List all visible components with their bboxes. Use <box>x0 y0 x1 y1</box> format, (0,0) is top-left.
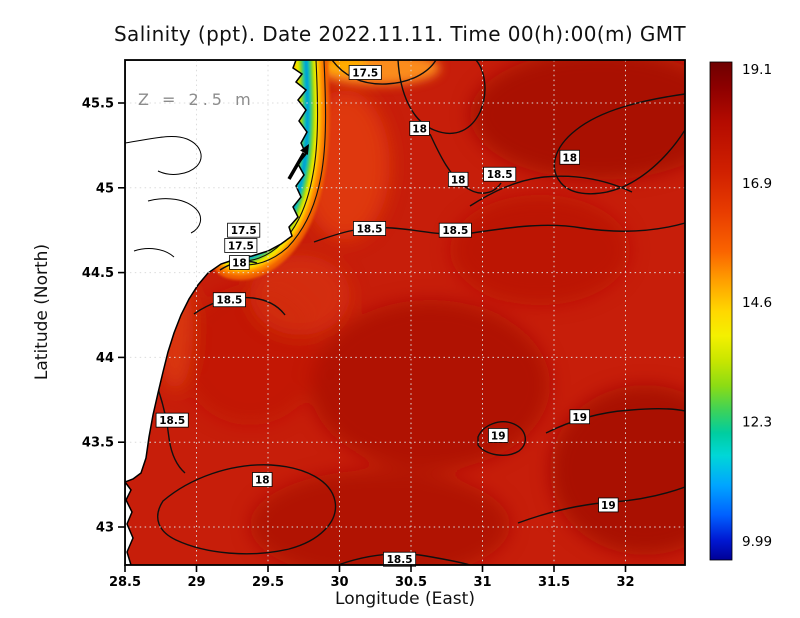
colorbar: 19.1 16.9 14.6 12.3 9.99 <box>709 61 772 561</box>
x-tick-label: 28.5 <box>109 575 141 590</box>
contour-label: 18 <box>451 174 466 186</box>
y-tick-label: 43.5 <box>82 436 114 451</box>
colorbar-tick-label: 16.9 <box>742 176 772 192</box>
contour-label: 18 <box>255 475 270 487</box>
contour-label-box <box>559 149 580 165</box>
contour-label-box <box>155 412 189 428</box>
contour-line <box>553 93 685 195</box>
contour-line <box>397 60 486 135</box>
contour-line <box>156 385 186 474</box>
contour-label: 19 <box>601 500 616 512</box>
colorbar-tick-label: 14.6 <box>742 295 772 311</box>
y-tick-label: 44.5 <box>82 266 114 281</box>
x-axis-label: Longitude (East) <box>335 589 475 609</box>
y-tick-label: 45.5 <box>82 97 114 112</box>
contour-label-box <box>348 65 382 80</box>
contour-label-box <box>569 409 590 425</box>
y-axis-label: Latitude (North) <box>32 243 52 381</box>
contour-label-box <box>383 551 417 567</box>
contour-label-box <box>598 497 619 513</box>
x-tick-label: 32 <box>616 575 634 590</box>
contour-label-box <box>409 121 430 136</box>
grid-lines <box>125 60 685 565</box>
contour-label-box <box>447 171 469 187</box>
contour-label: 18 <box>562 152 577 164</box>
contour-line <box>237 60 327 266</box>
contour-label: 18.5 <box>357 224 383 236</box>
contour-label: 17.5 <box>228 240 254 252</box>
contour-lines <box>156 60 685 565</box>
contour-line <box>545 407 685 434</box>
contour-line <box>331 60 437 85</box>
x-tick-label: 29 <box>187 575 205 590</box>
contour-label: 17.5 <box>231 225 257 237</box>
salinity-field <box>125 60 685 565</box>
x-tick-label: 29.5 <box>252 575 284 590</box>
contour-label-box <box>212 292 246 308</box>
contour-label: 18.5 <box>159 415 185 427</box>
contour-label: 17.5 <box>352 67 378 79</box>
colorbar-labels: 19.1 16.9 14.6 12.3 9.99 <box>742 62 772 550</box>
depth-annotation: Z = 2.5 m <box>138 90 255 109</box>
colorbar-tick-label: 9.99 <box>742 534 772 550</box>
x-tick-label: 31 <box>473 575 491 590</box>
arrow-marker <box>287 144 309 180</box>
lagoon-outlines <box>125 135 202 258</box>
axes-box <box>124 59 686 566</box>
contour-line <box>235 60 319 262</box>
contour-label-box <box>353 221 387 236</box>
contour-label-box <box>252 472 273 487</box>
x-tick-label: 30.5 <box>395 575 427 590</box>
contour-label: 19 <box>491 430 506 442</box>
contour-label: 18.5 <box>442 225 468 237</box>
contour-label-box <box>488 428 509 443</box>
y-tick-label: 45 <box>96 181 114 196</box>
contour-line <box>157 464 337 555</box>
contour-label: 18 <box>412 123 427 135</box>
y-tick-label: 43 <box>96 521 114 536</box>
colorbar-tick-label: 12.3 <box>742 414 772 430</box>
contour-label-box <box>229 255 250 270</box>
contour-line <box>337 553 471 565</box>
x-tick-label: 31.5 <box>538 575 570 590</box>
contour-label: 19 <box>572 412 587 424</box>
contour-line <box>469 175 633 207</box>
contour-label: 18 <box>232 257 247 269</box>
chart-title: Salinity (ppt). Date 2022.11.11. Time 00… <box>113 22 687 46</box>
contour-label: 18.5 <box>216 295 242 307</box>
contour-label: 18.5 <box>387 554 413 566</box>
colorbar-tick-label: 19.1 <box>742 62 772 78</box>
colorbar-gradient <box>709 61 733 561</box>
x-tick-label: 30 <box>330 575 348 590</box>
coastal-islets <box>125 480 134 565</box>
contour-labels: 17.5 18 18 18.5 18 18.5 18.5 17.5 17.5 18 18.5 18.5… <box>155 65 619 567</box>
contour-label-box <box>227 222 261 238</box>
axis-ticks: 28.5 29 29.5 30 30.5 31 31.5 32 43 43.5 44 44.5 45 45… <box>82 97 635 591</box>
y-tick-label: 44 <box>96 351 114 366</box>
land-mass <box>125 60 308 483</box>
contour-line <box>193 296 286 316</box>
contour-label-box <box>438 222 472 238</box>
contour-line <box>477 421 526 456</box>
contour-label-box <box>483 166 517 182</box>
contour-label: 18.5 <box>487 169 513 181</box>
contour-label-box <box>224 238 258 253</box>
